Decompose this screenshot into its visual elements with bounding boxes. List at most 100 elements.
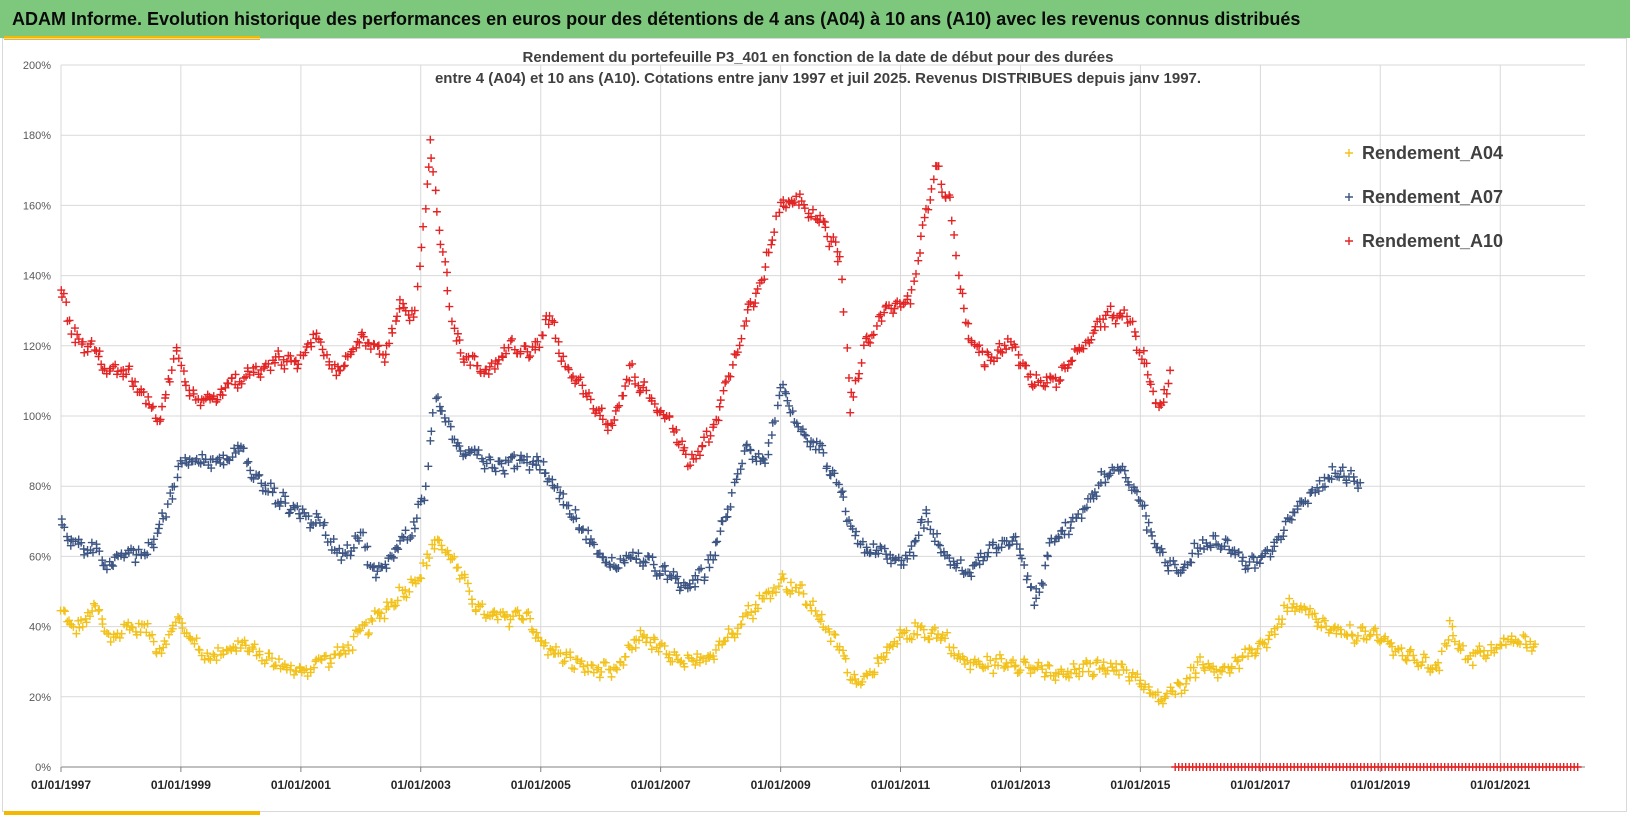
data-point [1193, 657, 1202, 666]
data-point [918, 221, 927, 230]
data-point [994, 661, 1003, 670]
data-point [241, 641, 250, 650]
data-point [1248, 552, 1257, 561]
data-point [972, 558, 981, 567]
data-point [425, 554, 434, 563]
data-point [89, 599, 98, 608]
data-point [781, 203, 790, 212]
data-point [149, 543, 158, 552]
data-point [625, 376, 634, 385]
data-point [545, 311, 554, 320]
data-point [933, 529, 942, 538]
data-point [1105, 471, 1114, 480]
data-point [471, 607, 480, 616]
data-point [529, 627, 538, 636]
data-point [1040, 672, 1049, 681]
data-point [554, 349, 563, 358]
data-point [316, 338, 325, 347]
data-point [1090, 488, 1099, 497]
legend-marker [1345, 149, 1353, 157]
data-point [608, 421, 617, 430]
data-point [450, 324, 459, 333]
data-point [144, 538, 153, 547]
data-point [181, 453, 190, 462]
data-point [647, 645, 656, 654]
data-point [1122, 312, 1131, 321]
data-point [621, 652, 630, 661]
data-point [594, 663, 603, 672]
data-point [1011, 661, 1020, 670]
data-point [783, 396, 792, 405]
data-point [522, 609, 531, 618]
data-point [532, 628, 541, 637]
data-point [371, 573, 380, 582]
data-point [399, 299, 408, 308]
data-point [543, 650, 552, 659]
data-point [910, 537, 919, 546]
data-point [1235, 664, 1244, 673]
y-tick-label: 120% [23, 341, 51, 353]
data-point [349, 543, 358, 552]
data-point [1387, 638, 1396, 647]
data-point [1169, 556, 1178, 565]
data-point [1035, 588, 1044, 597]
data-point [1052, 383, 1061, 392]
data-point [392, 316, 401, 325]
data-point [1066, 357, 1075, 366]
data-point [808, 597, 817, 606]
data-point [773, 401, 782, 410]
data-point [698, 441, 707, 450]
data-point [572, 514, 581, 523]
data-point [1014, 350, 1023, 359]
data-point [728, 360, 737, 369]
data-point [1527, 646, 1536, 655]
data-point [511, 607, 520, 616]
data-point [421, 204, 430, 213]
data-point [1136, 676, 1145, 685]
data-point [438, 247, 447, 256]
data-point [1170, 560, 1179, 569]
data-point [1128, 317, 1137, 326]
legend-label: Rendement_A04 [1362, 143, 1503, 163]
data-point [1406, 645, 1415, 654]
data-point [474, 446, 483, 455]
data-point [1079, 344, 1088, 353]
data-point [67, 535, 76, 544]
data-point [641, 558, 650, 567]
data-point [727, 629, 736, 638]
data-point [94, 352, 103, 361]
x-tick-label: 01/01/2013 [990, 778, 1050, 792]
data-point [839, 493, 848, 502]
data-point [1128, 668, 1137, 677]
data-point [537, 637, 546, 646]
data-point [597, 404, 606, 413]
data-point [620, 558, 629, 567]
data-point [888, 642, 897, 651]
data-point [858, 537, 867, 546]
data-point [726, 372, 735, 381]
data-point [432, 207, 441, 216]
data-point [714, 416, 723, 425]
data-point [658, 562, 667, 571]
data-point [162, 640, 171, 649]
data-point [1217, 667, 1226, 676]
data-point [198, 450, 207, 459]
data-point [779, 380, 788, 389]
data-point [702, 427, 711, 436]
data-point [992, 544, 1001, 553]
data-point [444, 417, 453, 426]
data-point [1313, 622, 1322, 631]
data-point [293, 364, 302, 373]
data-point [926, 525, 935, 534]
data-point [1327, 475, 1336, 484]
data-point [356, 626, 365, 635]
data-point [257, 479, 266, 488]
data-point [767, 431, 776, 440]
data-point [711, 538, 720, 547]
data-point [432, 394, 441, 403]
data-point [1142, 359, 1151, 368]
data-point [1164, 566, 1173, 575]
data-point [949, 643, 958, 652]
data-point [80, 550, 89, 559]
data-point [409, 313, 418, 322]
